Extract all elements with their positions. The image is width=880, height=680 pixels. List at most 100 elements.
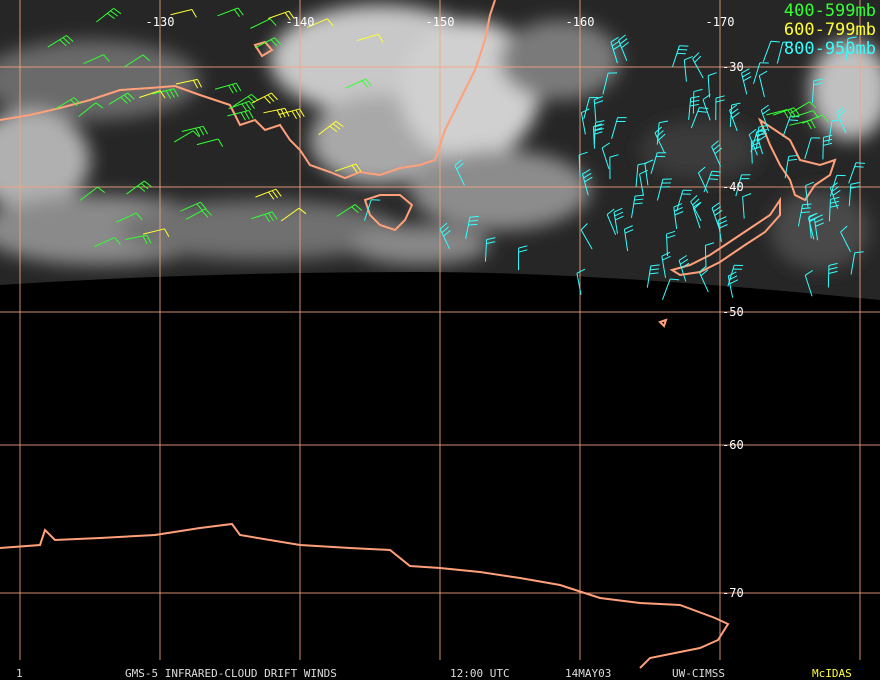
wind-barb xyxy=(703,170,721,193)
wind-barb xyxy=(850,251,864,275)
barb-shaft xyxy=(170,8,193,16)
barb-feather xyxy=(267,94,275,102)
barb-feather xyxy=(666,230,676,235)
barb-feather xyxy=(714,147,723,155)
barb-feather xyxy=(743,75,752,82)
barb-feather xyxy=(760,104,769,111)
barb-shaft xyxy=(697,172,709,194)
barb-feather xyxy=(823,134,833,138)
barb-feather xyxy=(351,165,358,173)
barb-shaft xyxy=(805,185,809,208)
barb-shaft xyxy=(822,137,824,160)
wind-barb xyxy=(517,245,528,271)
wind-barb xyxy=(623,225,634,252)
barb-feather xyxy=(73,97,81,105)
wind-barb xyxy=(610,36,622,64)
barb-feather xyxy=(284,12,291,21)
wind-barb xyxy=(766,108,793,119)
wind-barb xyxy=(702,94,711,121)
latitude-label: -50 xyxy=(722,305,744,319)
barb-feather xyxy=(656,130,664,137)
graticule xyxy=(0,0,880,660)
barb-feather xyxy=(200,201,207,210)
barb-feather xyxy=(228,85,234,94)
wind-barb xyxy=(792,110,819,119)
barb-feather xyxy=(719,224,728,229)
barb-shaft xyxy=(580,112,586,135)
wind-barb xyxy=(822,134,833,160)
barb-feather xyxy=(146,234,152,244)
wind-barb xyxy=(753,62,769,85)
wind-barb xyxy=(606,208,617,236)
wind-barb xyxy=(116,212,143,223)
barb-feather xyxy=(107,12,115,20)
barb-feather xyxy=(805,181,815,187)
wind-barb xyxy=(848,162,865,184)
barb-feather xyxy=(787,109,793,118)
barb-feather xyxy=(713,206,722,213)
time: 12:00 UTC xyxy=(450,667,510,680)
barb-feather xyxy=(468,223,478,226)
wind-barb xyxy=(776,41,792,64)
barb-feather xyxy=(169,89,175,98)
wind-barb xyxy=(715,95,725,121)
barb-feather xyxy=(159,90,166,99)
barb-feather xyxy=(123,94,132,102)
barb-feather xyxy=(615,215,624,221)
barb-feather xyxy=(274,37,282,45)
barb-feather xyxy=(361,80,369,88)
barb-feather xyxy=(355,163,362,172)
wind-barb xyxy=(797,203,812,227)
barb-feather xyxy=(809,216,818,223)
barb-feather xyxy=(806,120,812,130)
barb-feather xyxy=(712,144,721,151)
barb-shaft xyxy=(792,110,814,118)
barb-feather xyxy=(247,96,256,103)
barb-feather xyxy=(193,79,199,89)
wind-barb xyxy=(227,110,254,121)
wind-barb xyxy=(173,130,200,143)
barb-feather xyxy=(142,54,151,62)
wind-barb xyxy=(336,204,363,217)
barb-shaft xyxy=(742,196,745,219)
wind-barb xyxy=(773,107,800,117)
latitude-label: -60 xyxy=(722,438,744,452)
wind-barb xyxy=(827,262,838,288)
barb-feather xyxy=(711,140,719,147)
wind-barb xyxy=(465,216,479,239)
grid-labels: -130 -140 -150 -160 -170 -30 -40 -50 -60 -70 xyxy=(146,15,744,600)
barb-feather xyxy=(854,165,864,168)
barb-feather xyxy=(813,82,823,86)
barb-feather xyxy=(758,125,768,128)
barb-feather xyxy=(674,207,683,212)
wind-barb xyxy=(125,234,152,245)
barb-feather xyxy=(270,39,278,47)
barb-feather xyxy=(710,174,720,177)
barb-feather xyxy=(142,235,148,245)
barb-feather xyxy=(248,100,255,109)
barb-feather xyxy=(708,72,717,77)
barb-feather xyxy=(594,128,604,131)
wind-barb xyxy=(630,194,645,218)
wind-barb xyxy=(602,72,618,95)
wind-barb xyxy=(363,199,381,221)
barb-feather xyxy=(690,95,700,99)
barb-feather xyxy=(718,220,728,225)
wind-barb xyxy=(729,104,740,132)
barb-feather xyxy=(613,207,623,213)
barb-feather xyxy=(365,78,372,87)
barb-shaft xyxy=(116,212,137,223)
barb-feather xyxy=(580,223,588,231)
barb-feather xyxy=(165,90,171,99)
barb-feather xyxy=(639,169,648,175)
barb-feather xyxy=(62,37,71,45)
barb-shaft xyxy=(827,265,830,288)
wind-barb xyxy=(439,222,451,250)
wind-barb xyxy=(263,107,290,119)
barb-feather xyxy=(741,68,750,74)
barb-feather xyxy=(584,176,593,183)
barb-feather xyxy=(268,191,275,200)
wind-barb xyxy=(656,178,672,201)
wind-barb xyxy=(807,213,818,240)
barb-shaft xyxy=(845,38,849,61)
